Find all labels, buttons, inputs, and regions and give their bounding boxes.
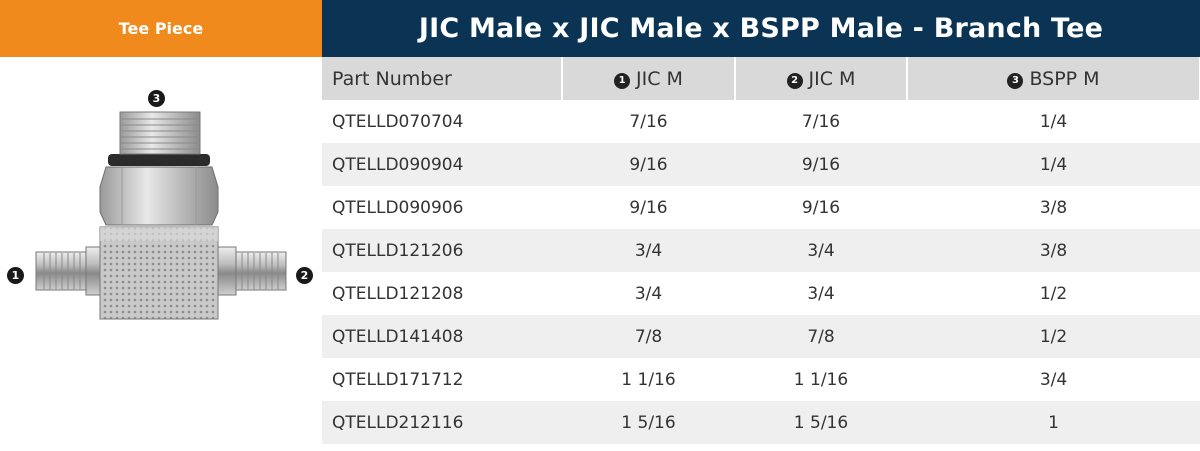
- part-number-cell: QTELLD090906: [322, 186, 562, 229]
- bspp-size-cell: 1/4: [907, 143, 1200, 186]
- table-row: QTELLD171712 1 1/16 1 1/16 3/4: [322, 358, 1200, 401]
- part-number-cell: QTELLD171712: [322, 358, 562, 401]
- table-row: QTELLD121206 3/4 3/4 3/8: [322, 229, 1200, 272]
- table-header-row: Part Number 1 JIC M 2 JIC M 3 BSPP M: [322, 57, 1200, 100]
- bspp-size-cell: 1: [907, 401, 1200, 444]
- part-number-cell: QTELLD212116: [322, 401, 562, 444]
- part-number-cell: QTELLD121206: [322, 229, 562, 272]
- port-marker-2: 2: [296, 267, 313, 284]
- col-header-jic-m-1: 1 JIC M: [561, 57, 736, 100]
- jic-1-size-cell: 7/16: [562, 100, 735, 143]
- product-title: JIC Male x JIC Male x BSPP Male - Branch…: [322, 0, 1200, 57]
- jic-2-size-cell: 3/4: [735, 229, 907, 272]
- jic-1-size-cell: 7/8: [562, 315, 735, 358]
- jic-2-size-cell: 7/8: [735, 315, 907, 358]
- port-1-icon: 1: [614, 72, 631, 89]
- table-row: QTELLD212116 1 5/16 1 5/16 1: [322, 401, 1200, 444]
- jic-1-size-cell: 9/16: [562, 186, 735, 229]
- jic-2-size-cell: 1 5/16: [735, 401, 907, 444]
- bspp-size-cell: 1/2: [907, 272, 1200, 315]
- port-2-icon: 2: [786, 72, 803, 89]
- table-row: QTELLD121208 3/4 3/4 1/2: [322, 272, 1200, 315]
- part-number-cell: QTELLD090904: [322, 143, 562, 186]
- jic-2-size-cell: 9/16: [735, 186, 907, 229]
- col-header-bspp-m-3: 3 BSPP M: [906, 57, 1200, 100]
- col-header-part-number: Part Number: [322, 57, 563, 100]
- jic-1-size-cell: 1 1/16: [562, 358, 735, 401]
- port-3-icon: 3: [1007, 72, 1024, 89]
- jic-1-size-cell: 9/16: [562, 143, 735, 186]
- jic-1-size-cell: 1 5/16: [562, 401, 735, 444]
- jic-2-size-cell: 3/4: [735, 272, 907, 315]
- bspp-size-cell: 3/8: [907, 229, 1200, 272]
- jic-2-size-cell: 1 1/16: [735, 358, 907, 401]
- jic-1-size-cell: 3/4: [562, 272, 735, 315]
- product-image-area: 3 1 2: [0, 57, 322, 447]
- bspp-size-cell: 1/4: [907, 100, 1200, 143]
- jic-1-size-cell: 3/4: [562, 229, 735, 272]
- branch-tee-fitting-image: [35, 111, 287, 320]
- jic-2-size-cell: 9/16: [735, 143, 907, 186]
- table-row: QTELLD090904 9/16 9/16 1/4: [322, 143, 1200, 186]
- part-number-table: Part Number 1 JIC M 2 JIC M 3 BSPP M QTELLD…: [322, 57, 1200, 444]
- col-header-jic-m-2: 2 JIC M: [734, 57, 908, 100]
- part-number-cell: QTELLD070704: [322, 100, 562, 143]
- bspp-size-cell: 3/8: [907, 186, 1200, 229]
- part-number-cell: QTELLD121208: [322, 272, 562, 315]
- bspp-size-cell: 3/4: [907, 358, 1200, 401]
- tee-piece-tab[interactable]: Tee Piece: [0, 0, 322, 57]
- table-row: QTELLD090906 9/16 9/16 3/8: [322, 186, 1200, 229]
- table-row: QTELLD070704 7/16 7/16 1/4: [322, 100, 1200, 143]
- specs-panel: JIC Male x JIC Male x BSPP Male - Branch…: [322, 0, 1200, 447]
- port-marker-3: 3: [148, 90, 165, 107]
- table-row: QTELLD141408 7/8 7/8 1/2: [322, 315, 1200, 358]
- product-panel: Tee Piece: [0, 0, 322, 447]
- jic-2-size-cell: 7/16: [735, 100, 907, 143]
- part-number-cell: QTELLD141408: [322, 315, 562, 358]
- bspp-size-cell: 1/2: [907, 315, 1200, 358]
- port-marker-1: 1: [7, 267, 24, 284]
